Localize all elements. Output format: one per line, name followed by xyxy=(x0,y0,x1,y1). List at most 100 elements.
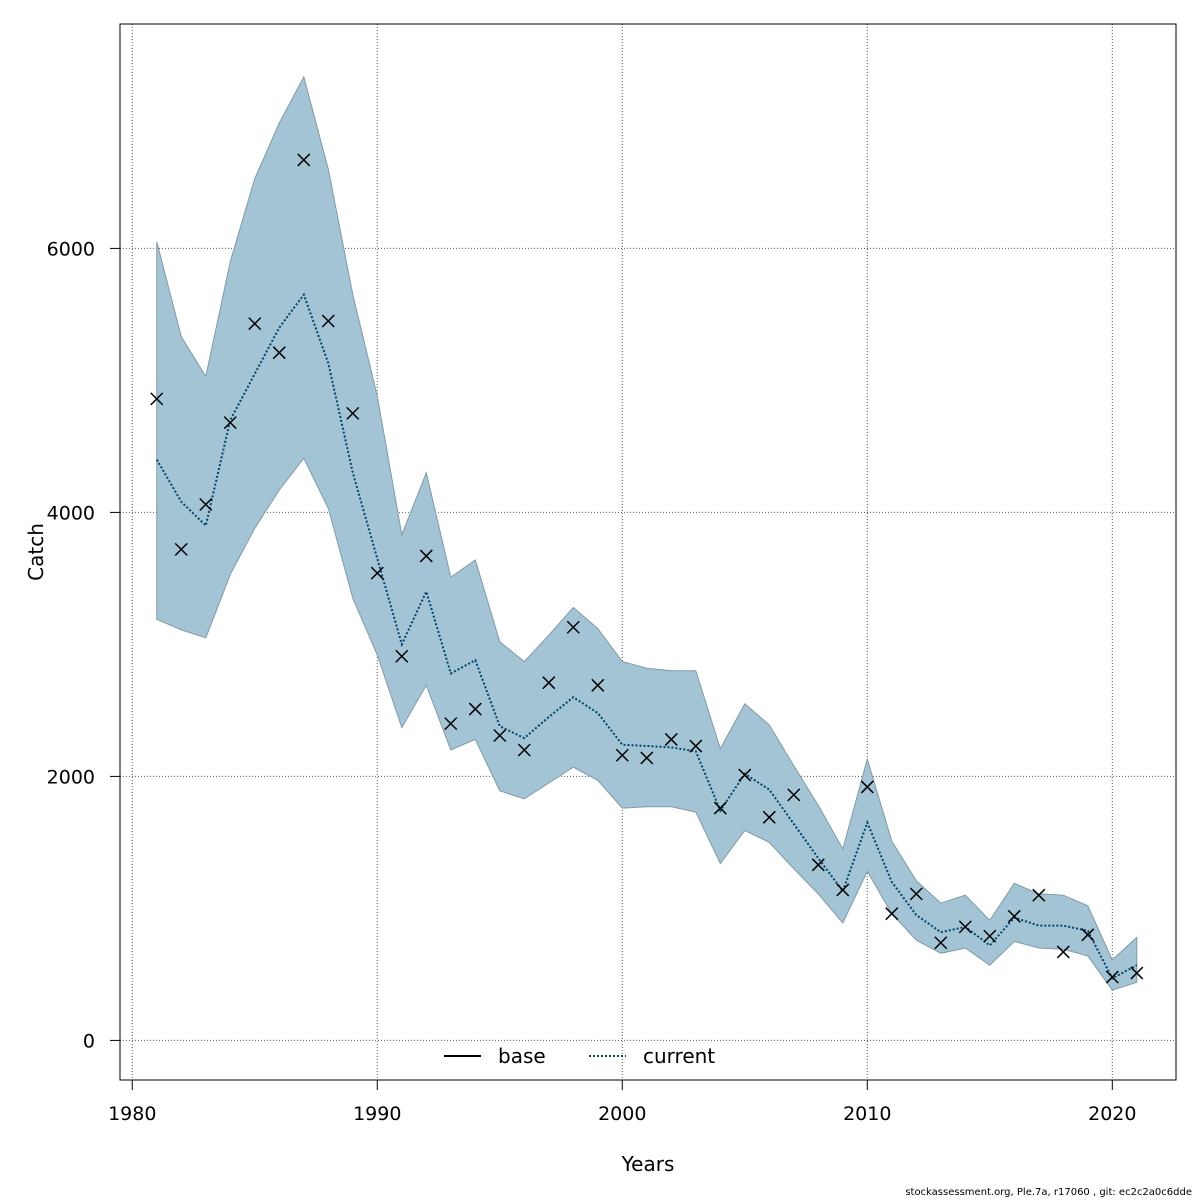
x-tick-label-1990: 1990 xyxy=(353,1103,401,1125)
observed-point-1992 xyxy=(419,549,433,563)
observed-point-stroke xyxy=(811,858,825,872)
observed-point-1998 xyxy=(566,620,580,634)
observed-point-stroke xyxy=(566,620,580,634)
observed-point-1989 xyxy=(346,406,360,420)
y-tick-label-0: 0 xyxy=(83,1030,95,1052)
observed-point-2019 xyxy=(1081,928,1095,942)
observed-point-stroke xyxy=(468,702,482,716)
current-series-line xyxy=(155,292,1138,980)
observed-point-1984 xyxy=(223,416,237,430)
observed-point-stroke xyxy=(542,676,556,690)
observed-point-stroke xyxy=(444,717,458,731)
observed-point-stroke xyxy=(885,907,899,921)
observed-point-stroke xyxy=(689,739,703,753)
observed-point-2010 xyxy=(860,780,874,794)
observed-point-1985 xyxy=(248,317,262,331)
x-axis: 1980 1990 2000 2010 2020 xyxy=(108,1080,1136,1125)
observed-point-1994 xyxy=(468,702,482,716)
observed-point-stroke xyxy=(983,929,997,943)
observed-point-1987 xyxy=(297,153,311,167)
x-axis-label: Years xyxy=(621,1152,675,1176)
observed-point-2005 xyxy=(738,768,752,782)
observed-point-1981 xyxy=(150,392,164,406)
y-axis-label: Catch xyxy=(24,523,48,581)
observed-point-2004 xyxy=(713,801,727,815)
observed-point-stroke xyxy=(370,566,384,580)
observed-point-stroke xyxy=(297,153,311,167)
observed-point-2018 xyxy=(1056,945,1070,959)
observed-point-1982 xyxy=(174,542,188,556)
observed-point-stroke xyxy=(272,346,286,360)
observed-point-2015 xyxy=(983,929,997,943)
observed-point-1993 xyxy=(444,717,458,731)
observed-point-stroke xyxy=(1056,945,1070,959)
legend-base-label: base xyxy=(498,1044,546,1068)
observed-point-stroke xyxy=(174,542,188,556)
observed-point-2000 xyxy=(615,748,629,762)
observed-point-stroke xyxy=(1081,928,1095,942)
observed-point-1983 xyxy=(199,497,213,512)
observed-point-2009 xyxy=(836,883,850,897)
observed-point-stroke xyxy=(1105,970,1119,984)
observed-point-stroke xyxy=(321,314,335,328)
observed-point-2007 xyxy=(787,788,801,802)
footer-credit: stockassessment.org, Ple.7a, r17060 , gi… xyxy=(905,1187,1192,1198)
observed-point-stroke xyxy=(909,887,923,901)
observed-point-2001 xyxy=(640,751,654,765)
observed-point-1990 xyxy=(370,566,384,580)
plot-frame xyxy=(119,23,1177,1081)
observed-point-stroke xyxy=(934,936,948,950)
y-tick-label-6000: 6000 xyxy=(47,238,95,260)
observed-point-stroke xyxy=(958,920,972,934)
observed-point-1995 xyxy=(493,728,507,743)
observed-point-1999 xyxy=(591,678,605,692)
y-tick-label-2000: 2000 xyxy=(47,766,95,788)
observed-point-stroke xyxy=(640,751,654,765)
observed-point-stroke xyxy=(248,317,262,331)
observed-point-2011 xyxy=(885,907,899,921)
x-tick-label-2010: 2010 xyxy=(843,1103,891,1125)
observed-point-2012 xyxy=(909,887,923,901)
observed-point-2014 xyxy=(958,920,972,934)
observed-point-1988 xyxy=(321,314,335,328)
observed-point-stroke xyxy=(223,416,237,430)
x-tick-label-2000: 2000 xyxy=(598,1103,646,1125)
observed-point-stroke xyxy=(346,406,360,420)
observed-point-2017 xyxy=(1032,888,1046,902)
confidence-band xyxy=(156,75,1138,991)
observed-point-stroke xyxy=(615,748,629,762)
y-tick-label-4000: 4000 xyxy=(47,502,95,524)
y-axis: 0 2000 4000 6000 xyxy=(47,238,120,1052)
observed-point-1997 xyxy=(542,676,556,690)
observed-point-stroke xyxy=(762,810,776,824)
legend-current-label: current xyxy=(643,1044,715,1068)
observed-point-1986 xyxy=(272,346,286,360)
observed-point-stroke xyxy=(1130,966,1144,980)
observed-point-stroke xyxy=(1032,888,1046,902)
x-tick-label-1980: 1980 xyxy=(108,1103,156,1125)
observed-point-stroke xyxy=(713,801,727,815)
observed-point-2008 xyxy=(811,858,825,872)
observed-points xyxy=(150,153,1144,984)
observed-point-stroke xyxy=(664,732,678,746)
observed-point-stroke xyxy=(860,780,874,794)
observed-point-2002 xyxy=(664,732,678,746)
observed-point-stroke xyxy=(1007,909,1021,923)
legend: base current xyxy=(444,1044,715,1068)
observed-point-2003 xyxy=(689,739,703,753)
observed-point-2021 xyxy=(1130,966,1144,980)
observed-point-stroke xyxy=(419,549,433,563)
x-tick-label-2020: 2020 xyxy=(1088,1103,1136,1125)
observed-point-stroke xyxy=(591,678,605,692)
observed-point-stroke xyxy=(836,883,850,897)
observed-point-stroke xyxy=(787,788,801,802)
observed-point-1996 xyxy=(517,743,531,757)
observed-point-stroke xyxy=(517,743,531,757)
observed-point-stroke xyxy=(738,768,752,782)
observed-point-1991 xyxy=(395,649,409,663)
observed-point-2006 xyxy=(762,810,776,824)
observed-point-stroke xyxy=(395,649,409,663)
observed-point-stroke xyxy=(493,728,507,743)
observed-point-2020 xyxy=(1105,970,1119,984)
